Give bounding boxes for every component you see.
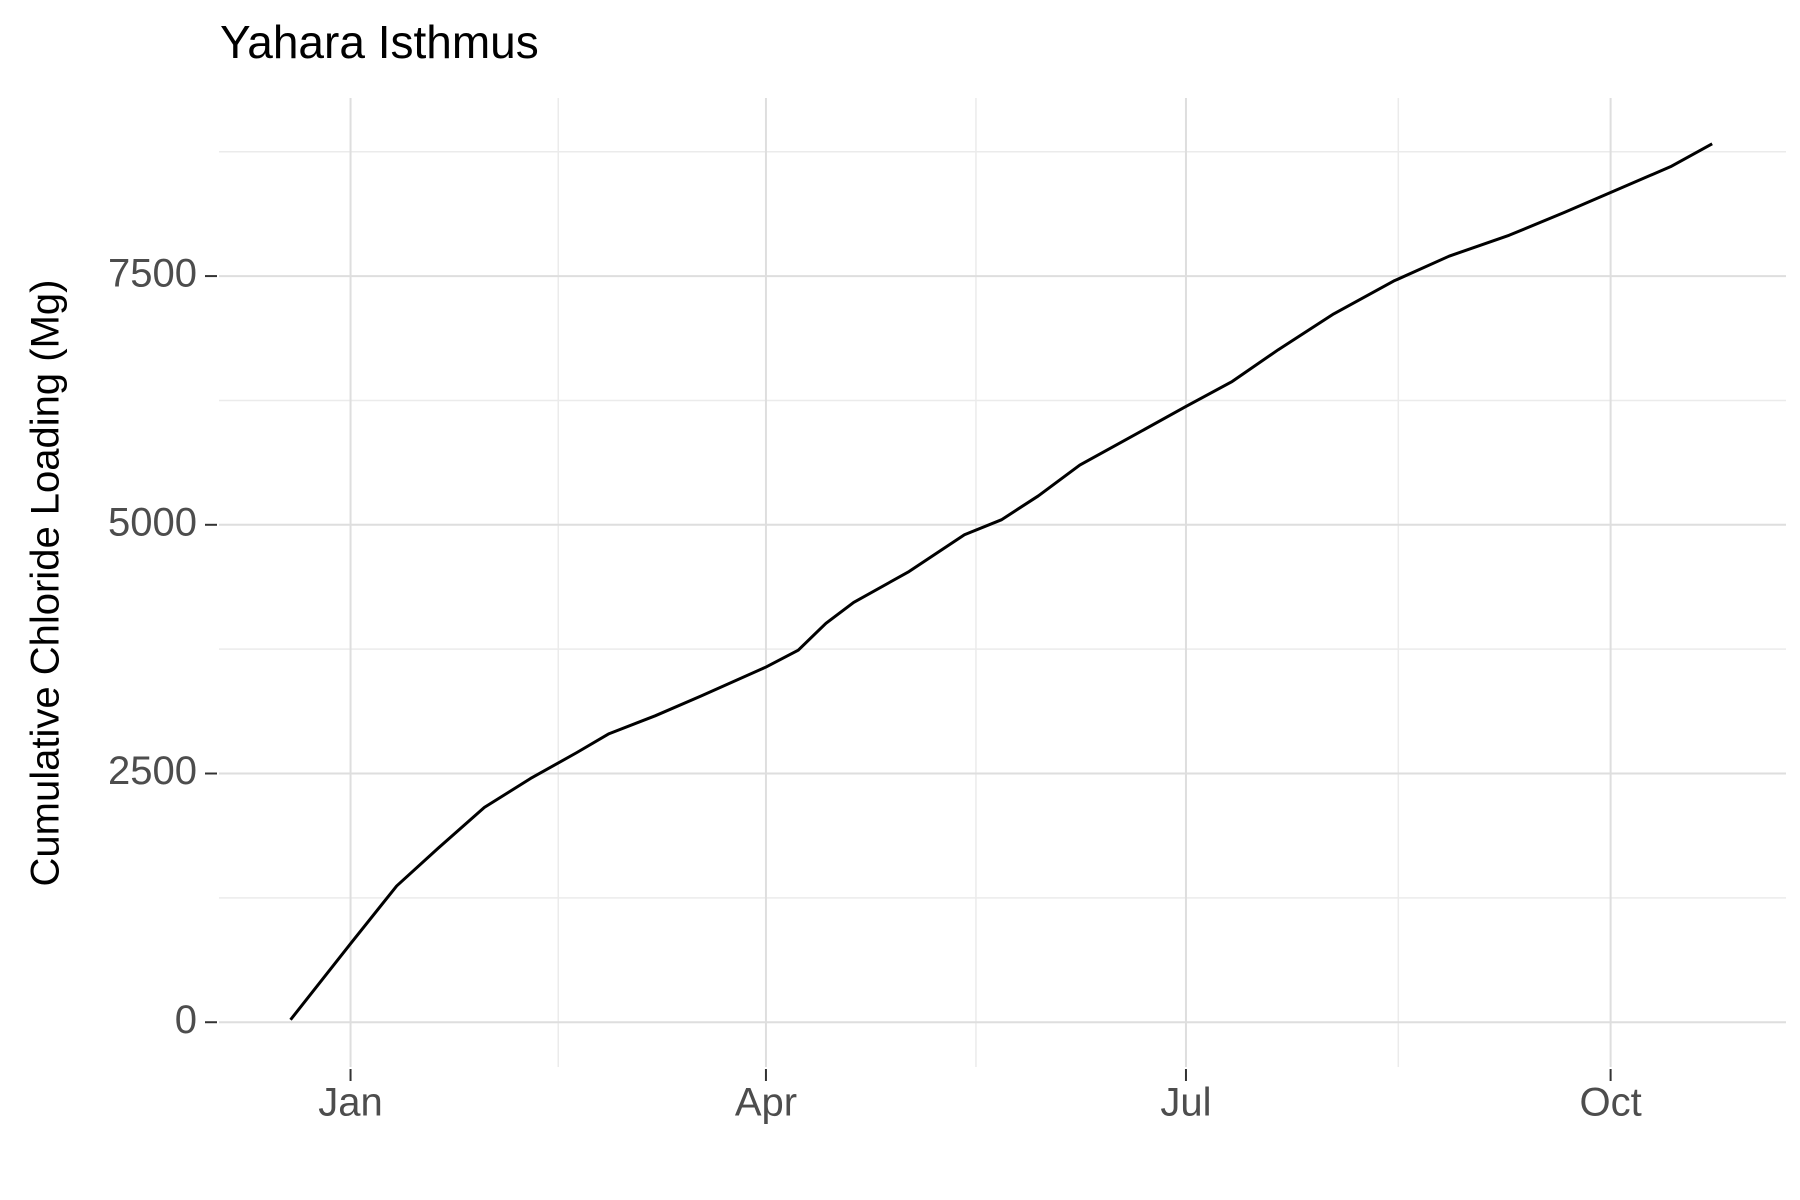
x-tick-label: Jul [1160, 1081, 1211, 1125]
x-tick-label: Oct [1579, 1081, 1641, 1125]
data-line [289, 142, 1713, 1021]
chart-title: Yahara Isthmus [220, 16, 539, 68]
y-tick-label: 2500 [108, 749, 197, 793]
y-tick-label: 7500 [108, 252, 197, 296]
x-tick-label: Apr [735, 1081, 797, 1125]
y-tick-label: 5000 [108, 500, 197, 544]
y-axis-label: Cumulative Chloride Loading (Mg) [24, 280, 68, 887]
y-tick-label: 0 [175, 998, 197, 1042]
x-tick-label: Jan [318, 1081, 383, 1125]
